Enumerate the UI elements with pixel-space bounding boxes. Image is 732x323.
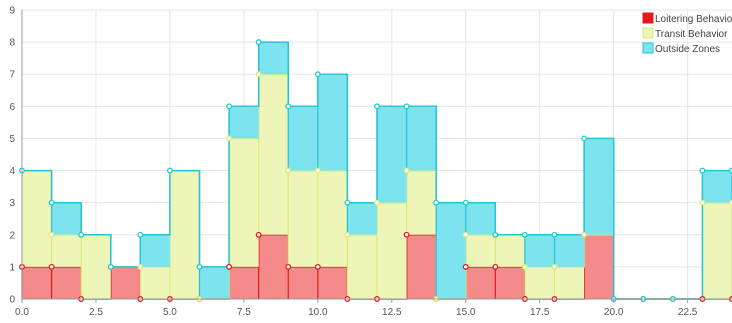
data-point bbox=[285, 263, 292, 270]
legend-swatch bbox=[642, 42, 654, 54]
legend: Loitering Behavior Transit Behavior Outsid… bbox=[642, 12, 732, 55]
y-tick-label: 9 bbox=[9, 6, 15, 17]
data-point bbox=[255, 231, 262, 238]
data-point bbox=[462, 263, 469, 270]
data-point bbox=[314, 263, 321, 270]
series-line-2 bbox=[22, 41, 732, 300]
legend-swatch bbox=[642, 12, 654, 24]
data-point bbox=[107, 263, 114, 270]
legend-swatch bbox=[642, 27, 654, 39]
data-point bbox=[196, 263, 203, 270]
data-point bbox=[78, 231, 85, 238]
x-tick-label: 0.0 bbox=[15, 307, 29, 318]
x-tick-label: 12.5 bbox=[382, 307, 402, 318]
legend-label: Outside Zones bbox=[655, 44, 720, 55]
y-tick-label: 1 bbox=[9, 262, 15, 273]
x-tick-label: 22.5 bbox=[678, 307, 698, 318]
legend-label: Loitering Behavior bbox=[655, 14, 732, 25]
y-tick-label: 8 bbox=[9, 38, 15, 49]
data-point bbox=[403, 167, 410, 174]
data-point bbox=[226, 103, 233, 110]
x-tick-label: 7.5 bbox=[237, 307, 251, 318]
data-point bbox=[166, 167, 173, 174]
legend-label: Transit Behavior bbox=[655, 29, 728, 40]
x-tick-label: 10.0 bbox=[308, 307, 328, 318]
y-tick-label: 2 bbox=[9, 230, 15, 241]
x-tick-label: 15.0 bbox=[456, 307, 476, 318]
data-point bbox=[581, 135, 588, 142]
y-tick-label: 3 bbox=[9, 198, 15, 209]
data-point bbox=[403, 231, 410, 238]
y-tick-label: 6 bbox=[9, 102, 15, 113]
data-point bbox=[226, 263, 233, 270]
y-tick-label: 7 bbox=[9, 70, 15, 81]
data-point bbox=[226, 135, 233, 142]
data-point bbox=[462, 199, 469, 206]
data-point bbox=[403, 103, 410, 110]
data-point bbox=[521, 231, 528, 238]
data-point bbox=[255, 39, 262, 46]
data-point bbox=[374, 103, 380, 110]
y-tick-label: 5 bbox=[9, 134, 15, 145]
data-point bbox=[344, 231, 351, 238]
data-point bbox=[433, 199, 440, 206]
data-point bbox=[581, 231, 588, 238]
series-area-0 bbox=[22, 234, 732, 299]
data-point bbox=[492, 231, 499, 238]
data-point bbox=[344, 199, 351, 206]
data-point bbox=[48, 231, 55, 238]
data-point bbox=[699, 167, 706, 174]
data-point bbox=[285, 167, 292, 174]
axes: 0 1 2 3 4 5 6 7 8 9 0.0 2.5 5.0 7.5 10.0 12.5 15.0 17.5 20… bbox=[9, 6, 732, 318]
x-tick-label: 5.0 bbox=[163, 307, 177, 318]
data-point bbox=[255, 71, 262, 78]
data-point bbox=[314, 71, 321, 78]
y-tick-label: 0 bbox=[9, 295, 15, 306]
data-point bbox=[314, 167, 321, 174]
data-point bbox=[729, 167, 732, 174]
data-point bbox=[285, 103, 292, 110]
data-point bbox=[729, 199, 732, 206]
data-point bbox=[374, 199, 380, 206]
data-point bbox=[48, 263, 55, 270]
data-point bbox=[137, 263, 144, 270]
data-point bbox=[699, 199, 706, 206]
data-point bbox=[551, 263, 558, 270]
data-point bbox=[462, 231, 469, 238]
data-point bbox=[521, 263, 528, 270]
x-tick-label: 17.5 bbox=[530, 307, 550, 318]
data-point bbox=[137, 231, 144, 238]
data-point bbox=[551, 231, 558, 238]
data-point bbox=[48, 199, 55, 206]
x-tick-label: 2.5 bbox=[89, 307, 103, 318]
x-tick-label: 20.0 bbox=[604, 307, 624, 318]
y-tick-label: 4 bbox=[9, 166, 15, 177]
data-point bbox=[492, 263, 499, 270]
